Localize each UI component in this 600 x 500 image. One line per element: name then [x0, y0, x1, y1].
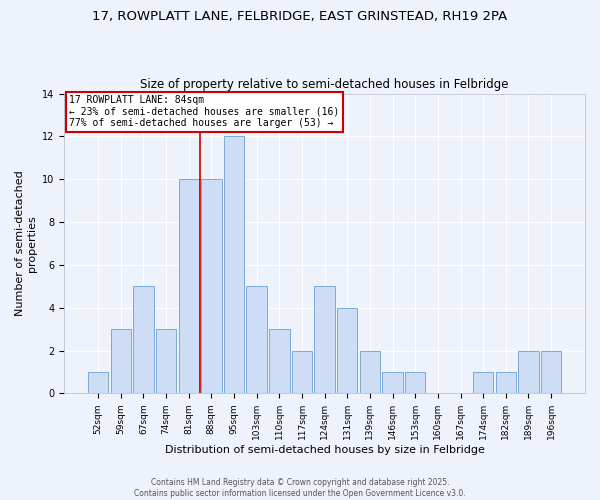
Bar: [518, 350, 539, 394]
Y-axis label: Number of semi-detached
properties: Number of semi-detached properties: [15, 170, 37, 316]
Text: 17 ROWPLATT LANE: 84sqm
← 23% of semi-detached houses are smaller (16)
77% of se: 17 ROWPLATT LANE: 84sqm ← 23% of semi-de…: [70, 95, 340, 128]
Bar: [473, 372, 493, 394]
Bar: [133, 286, 154, 394]
Bar: [337, 308, 358, 394]
Bar: [292, 350, 312, 394]
Bar: [156, 329, 176, 394]
Bar: [110, 329, 131, 394]
Bar: [382, 372, 403, 394]
Bar: [360, 350, 380, 394]
X-axis label: Distribution of semi-detached houses by size in Felbridge: Distribution of semi-detached houses by …: [164, 445, 485, 455]
Title: Size of property relative to semi-detached houses in Felbridge: Size of property relative to semi-detach…: [140, 78, 509, 91]
Text: Contains HM Land Registry data © Crown copyright and database right 2025.
Contai: Contains HM Land Registry data © Crown c…: [134, 478, 466, 498]
Bar: [247, 286, 267, 394]
Bar: [541, 350, 562, 394]
Bar: [224, 136, 244, 394]
Bar: [314, 286, 335, 394]
Bar: [88, 372, 109, 394]
Bar: [201, 179, 221, 394]
Bar: [496, 372, 516, 394]
Text: 17, ROWPLATT LANE, FELBRIDGE, EAST GRINSTEAD, RH19 2PA: 17, ROWPLATT LANE, FELBRIDGE, EAST GRINS…: [92, 10, 508, 23]
Bar: [405, 372, 425, 394]
Bar: [269, 329, 290, 394]
Bar: [179, 179, 199, 394]
